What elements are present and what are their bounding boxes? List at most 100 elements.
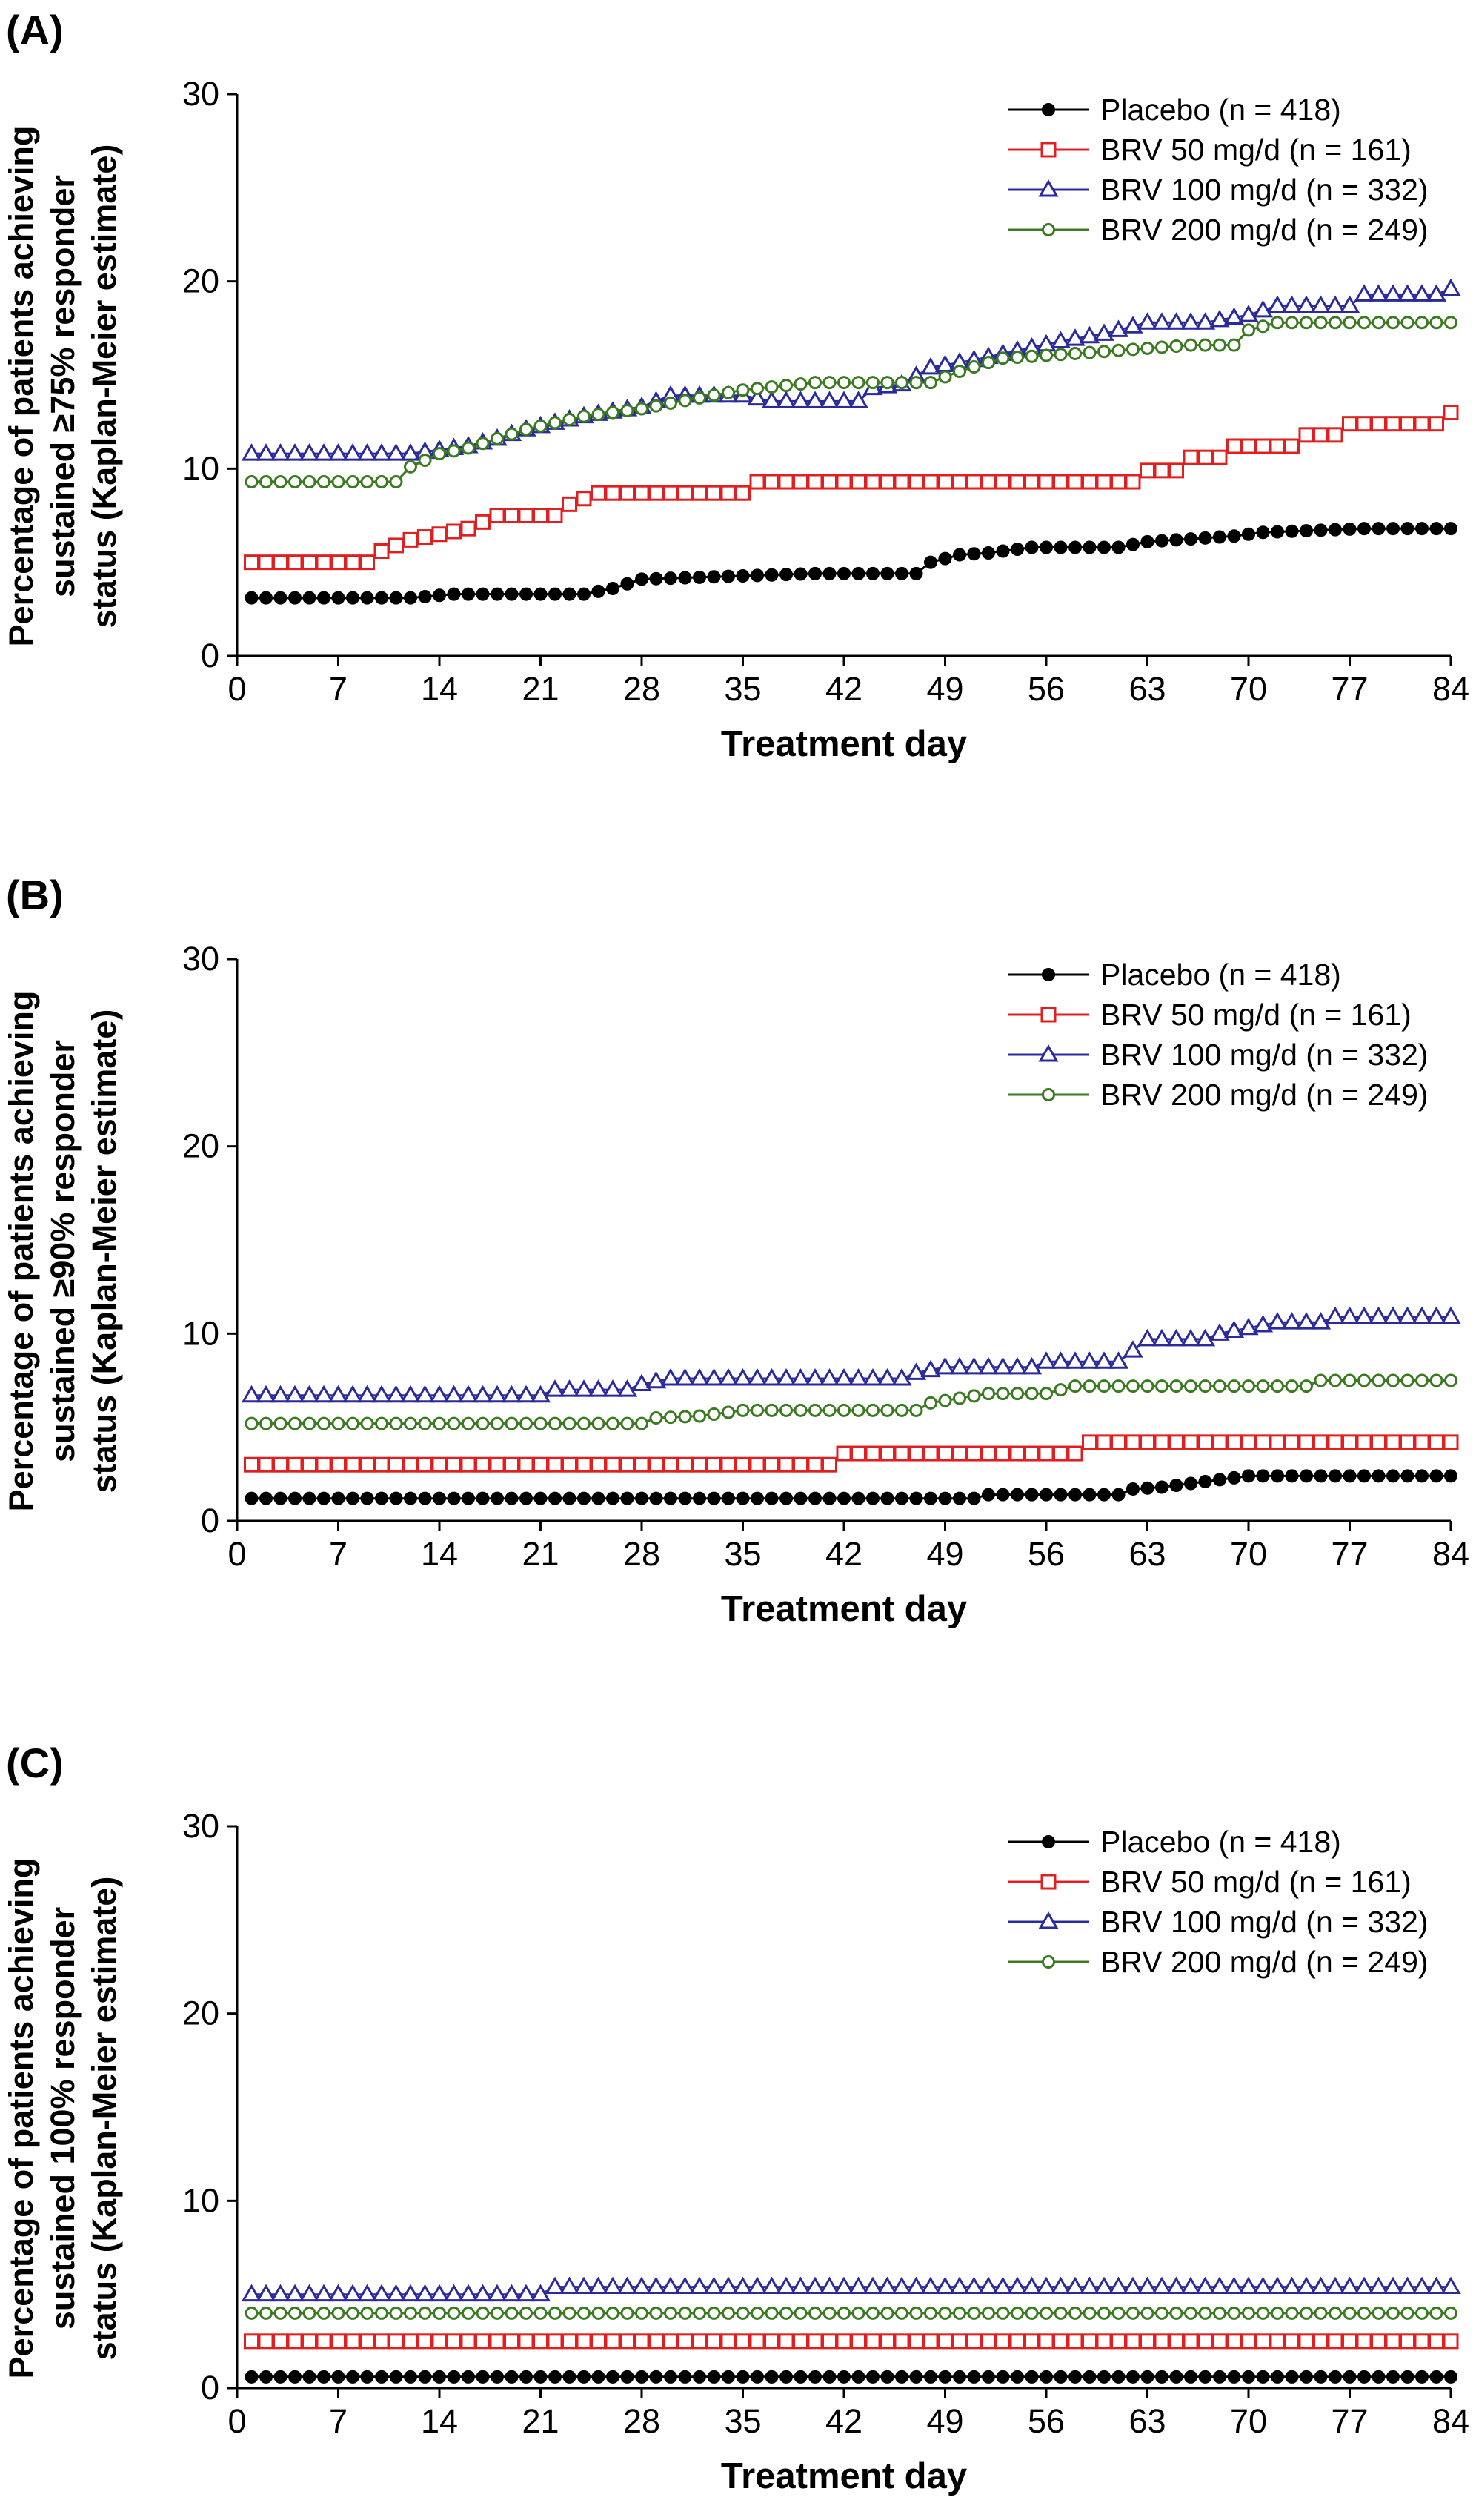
data-point bbox=[547, 1456, 563, 1473]
data-point bbox=[1400, 1373, 1414, 1387]
data-point bbox=[1053, 1445, 1068, 1462]
data-point bbox=[1068, 540, 1082, 554]
data-point bbox=[1240, 438, 1257, 454]
data-point bbox=[908, 474, 924, 490]
data-point bbox=[920, 357, 941, 375]
data-point bbox=[256, 2284, 276, 2302]
data-point bbox=[693, 570, 706, 584]
data-point bbox=[937, 1445, 953, 1462]
data-point bbox=[834, 391, 854, 408]
data-point bbox=[1314, 1469, 1328, 1483]
data-point bbox=[302, 554, 317, 571]
legend-label: BRV 50 mg/d (n = 161) bbox=[1100, 998, 1412, 1032]
data-point bbox=[302, 2370, 316, 2384]
data-point bbox=[385, 443, 407, 461]
y-axis-label-line: Percentage of patients achieving bbox=[2, 991, 40, 1512]
x-tick-label: 7 bbox=[329, 670, 348, 708]
data-point bbox=[1310, 1312, 1332, 1330]
data-point bbox=[1227, 2370, 1241, 2384]
data-point bbox=[505, 2306, 519, 2320]
data-point bbox=[472, 1385, 493, 1403]
y-axis-label-line: status (Kaplan-Meier estimate) bbox=[85, 1877, 123, 2361]
data-point bbox=[909, 1403, 923, 1417]
data-point bbox=[606, 2370, 619, 2384]
data-point bbox=[908, 1445, 924, 1462]
data-point bbox=[458, 2284, 479, 2302]
data-point bbox=[418, 1491, 432, 1505]
data-point bbox=[982, 1488, 995, 1502]
data-point bbox=[1180, 2276, 1201, 2295]
data-point bbox=[259, 2306, 273, 2320]
data-point bbox=[1354, 1306, 1374, 1324]
data-point bbox=[577, 409, 591, 423]
data-point bbox=[1209, 1323, 1230, 1341]
data-point bbox=[446, 2333, 462, 2350]
data-point bbox=[963, 2276, 985, 2295]
data-point bbox=[1053, 474, 1068, 490]
data-point bbox=[1209, 2276, 1230, 2295]
data-point bbox=[1285, 2306, 1299, 2320]
data-point bbox=[1083, 2306, 1097, 2320]
data-point bbox=[1386, 2306, 1400, 2320]
data-point bbox=[790, 2276, 811, 2295]
data-point bbox=[519, 587, 533, 601]
data-point bbox=[1011, 2306, 1024, 2320]
data-point bbox=[1154, 462, 1170, 479]
data-point bbox=[649, 399, 663, 413]
data-point bbox=[920, 1359, 941, 1378]
data-point bbox=[1298, 427, 1314, 443]
data-point bbox=[662, 1456, 679, 1473]
data-point bbox=[519, 2370, 533, 2384]
data-point bbox=[765, 2306, 779, 2320]
data-point bbox=[389, 2306, 403, 2320]
data-point bbox=[967, 547, 981, 561]
data-point bbox=[285, 2284, 305, 2302]
data-point bbox=[1021, 2276, 1043, 2295]
data-point bbox=[937, 474, 953, 490]
data-point bbox=[245, 2370, 259, 2384]
data-point bbox=[447, 1416, 461, 1430]
data-point bbox=[1281, 295, 1303, 314]
data-point bbox=[591, 1416, 605, 1430]
data-point bbox=[1125, 1434, 1141, 1450]
data-point bbox=[807, 1456, 823, 1473]
data-point bbox=[1429, 2333, 1444, 2350]
data-point bbox=[547, 508, 563, 523]
x-tick-label: 42 bbox=[825, 2402, 862, 2440]
data-point bbox=[963, 1356, 985, 1375]
data-point bbox=[953, 364, 966, 378]
data-point bbox=[375, 1491, 388, 1505]
data-point bbox=[674, 2276, 696, 2295]
data-point bbox=[794, 567, 808, 581]
data-point bbox=[938, 370, 952, 384]
data-point bbox=[1357, 2306, 1371, 2320]
data-point bbox=[691, 2333, 708, 2350]
data-point bbox=[1284, 1434, 1300, 1450]
data-point bbox=[1400, 2370, 1414, 2384]
data-point bbox=[1009, 1445, 1025, 1462]
data-point bbox=[1443, 1434, 1459, 1450]
series-2 bbox=[241, 1306, 1461, 1403]
data-point bbox=[674, 1367, 696, 1386]
data-point bbox=[1155, 340, 1168, 354]
data-point bbox=[1054, 1488, 1068, 1502]
data-point bbox=[576, 1456, 592, 1473]
data-point bbox=[953, 548, 966, 562]
data-point bbox=[1111, 474, 1126, 490]
data-point bbox=[808, 2306, 822, 2320]
data-point bbox=[1429, 2370, 1443, 2384]
data-point bbox=[808, 566, 822, 580]
y-axis-label-line: status (Kaplan-Meier estimate) bbox=[85, 145, 123, 629]
data-point bbox=[1054, 2306, 1068, 2320]
data-point bbox=[678, 571, 692, 585]
data-point bbox=[1166, 312, 1187, 330]
data-point bbox=[433, 447, 446, 461]
data-point bbox=[1125, 2333, 1141, 2350]
data-point bbox=[1050, 1351, 1071, 1369]
data-point bbox=[429, 2284, 450, 2302]
data-point bbox=[273, 1416, 287, 1430]
data-point bbox=[1412, 284, 1432, 302]
data-point bbox=[462, 1416, 475, 1430]
x-tick-label: 7 bbox=[329, 2402, 348, 2440]
data-point bbox=[1169, 2306, 1183, 2320]
